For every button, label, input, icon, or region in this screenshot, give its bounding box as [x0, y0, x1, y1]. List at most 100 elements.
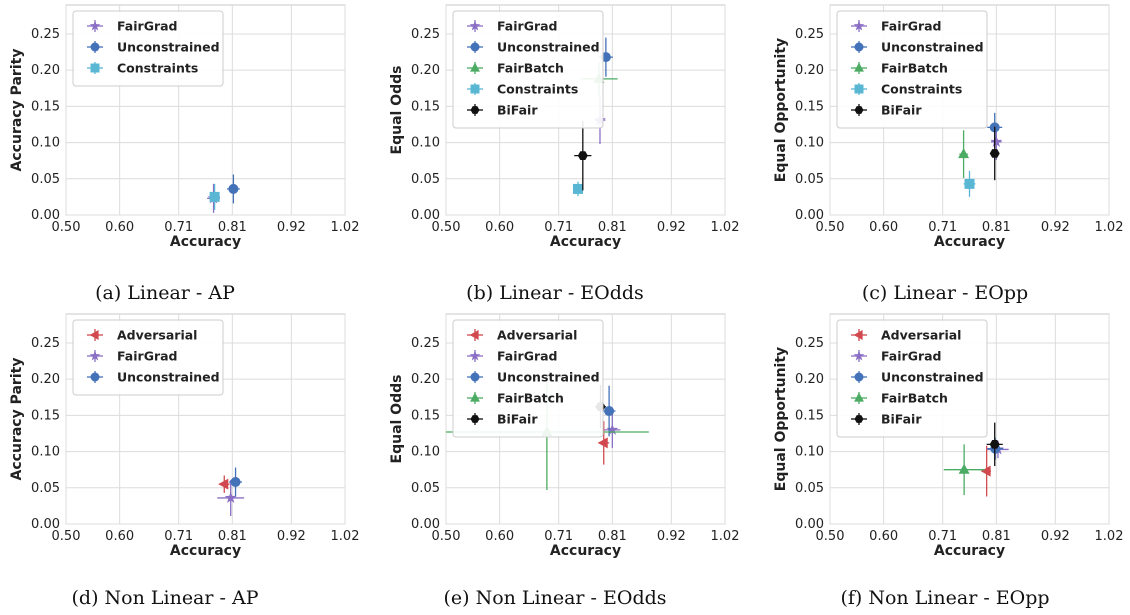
legend-box: [452, 319, 604, 438]
x-tick-label: 0.81: [982, 220, 1011, 235]
y-tick-label: 0.25: [795, 336, 824, 351]
x-axis-label: Accuracy: [170, 234, 241, 250]
legend-label: BiFair: [881, 412, 922, 427]
y-tick-label: 0.00: [411, 517, 440, 532]
legend-marker: [854, 415, 864, 423]
legend-label: FairGrad: [117, 19, 178, 34]
legend-marker: [853, 20, 865, 31]
legend-label: Constraints: [881, 82, 962, 97]
subfigure-caption: (c) Linear - EOpp: [862, 282, 1028, 304]
data-marker: [218, 478, 229, 490]
data-marker: [964, 178, 975, 189]
legend-label: FairGrad: [881, 349, 942, 364]
legend-entry: Adversarial: [467, 328, 577, 343]
data-point-constraints: [572, 181, 583, 197]
legend-entry: FairGrad: [467, 349, 558, 364]
y-tick-label: 0.20: [31, 372, 60, 387]
legend-marker: [89, 350, 101, 361]
legend-marker: [470, 392, 480, 402]
x-axis-label: Accuracy: [934, 234, 1005, 250]
legend-marker: [854, 42, 864, 52]
data-point-fairbatch: [958, 130, 970, 179]
y-tick-label: 0.15: [31, 408, 60, 423]
legend-marker: [89, 20, 101, 31]
x-tick-label: 0.92: [277, 529, 306, 544]
x-tick-label: 0.81: [218, 529, 247, 544]
subfigure-caption: (a) Linear - AP: [95, 282, 235, 304]
data-point-fairgrad: [604, 411, 621, 448]
x-tick-label: 1.02: [331, 529, 360, 544]
y-tick-label: 0.10: [31, 136, 60, 151]
x-tick-label: 0.92: [1041, 529, 1070, 544]
y-tick-label: 0.10: [411, 445, 440, 460]
data-marker: [604, 406, 615, 417]
legend-label: Unconstrained: [497, 40, 600, 55]
legend-marker: [854, 62, 864, 72]
data-marker: [990, 135, 1003, 147]
y-tick-label: 0.15: [411, 99, 440, 114]
legend-marker: [469, 20, 481, 31]
subfigure-caption: (d) Non Linear - AP: [72, 587, 259, 609]
legend-entry: Adversarial: [851, 328, 961, 343]
x-tick-label: 0.92: [277, 220, 306, 235]
legend-label: Constraints: [497, 82, 578, 97]
x-tick-label: 0.71: [544, 529, 573, 544]
x-axis-label: Accuracy: [170, 543, 241, 559]
x-tick-label: 0.81: [598, 220, 627, 235]
legend-entry: FairGrad: [87, 19, 178, 34]
legend-entry: FairGrad: [87, 349, 178, 364]
legend-marker: [470, 84, 480, 94]
y-axis-label: Equal Odds: [389, 66, 405, 155]
legend-label: Adversarial: [881, 328, 961, 343]
chart-panel-f: 0.50 0.60 0.71 0.81 0.92 1.02 0.00 0.05 0.10 0.15…: [773, 313, 1124, 609]
legend-label: FairBatch: [881, 61, 948, 76]
x-axis-label: Accuracy: [550, 234, 621, 250]
y-tick-label: 0.15: [795, 99, 824, 114]
legend-label: Unconstrained: [881, 370, 984, 385]
y-tick-label: 0.10: [795, 445, 824, 460]
y-tick-label: 0.20: [31, 63, 60, 78]
legend-label: Unconstrained: [117, 370, 220, 385]
legend-marker: [853, 330, 863, 340]
x-tick-label: 1.02: [1095, 529, 1124, 544]
y-tick-label: 0.05: [795, 172, 824, 187]
legend-entry: FairBatch: [467, 61, 564, 76]
y-tick-label: 0.25: [411, 336, 440, 351]
y-tick-label: 0.00: [795, 517, 824, 532]
data-point-fairbatch: [943, 444, 985, 496]
x-tick-label: 1.02: [711, 529, 740, 544]
data-marker: [577, 151, 588, 160]
x-tick-label: 0.71: [164, 220, 193, 235]
data-marker: [606, 423, 619, 435]
chart-panel-a: 0.50 0.60 0.71 0.81 0.92 1.02 0.00 0.05 0.10 0.15…: [9, 4, 359, 304]
x-tick-label: 0.60: [105, 529, 134, 544]
subfigure-caption: (e) Non Linear - EOdds: [443, 587, 666, 609]
data-marker: [989, 440, 1000, 449]
x-axis-label: Accuracy: [934, 543, 1005, 559]
legend-box: [452, 10, 604, 129]
legend-label: BiFair: [881, 103, 922, 118]
legend-label: Constraints: [117, 61, 198, 76]
y-tick-label: 0.25: [795, 27, 824, 42]
x-tick-label: 0.60: [485, 529, 514, 544]
legend-label: BiFair: [497, 412, 538, 427]
legend-label: Unconstrained: [117, 40, 220, 55]
x-tick-label: 1.02: [711, 220, 740, 235]
legend-label: FairGrad: [117, 349, 178, 364]
x-tick-label: 0.50: [52, 220, 81, 235]
legend-entry: Unconstrained: [467, 370, 600, 385]
chart-panel-d: 0.50 0.60 0.71 0.81 0.92 1.02 0.00 0.05 0.10 0.15…: [9, 313, 360, 609]
x-tick-label: 0.50: [52, 529, 81, 544]
x-tick-label: 0.50: [816, 529, 845, 544]
legend-entry: FairGrad: [467, 19, 558, 34]
legend-entry: BiFair: [851, 103, 922, 118]
legend: FairGrad Unconstrained FairBatch Constraint…: [452, 10, 604, 129]
x-tick-label: 0.50: [432, 220, 461, 235]
data-point-bifair: [986, 422, 1003, 467]
legend-marker: [854, 392, 864, 402]
legend-entry: Unconstrained: [87, 40, 220, 55]
legend-label: FairBatch: [881, 391, 948, 406]
x-tick-label: 0.50: [432, 529, 461, 544]
y-tick-label: 0.10: [411, 136, 440, 151]
y-axis-label: Equal Opportunity: [773, 38, 789, 182]
